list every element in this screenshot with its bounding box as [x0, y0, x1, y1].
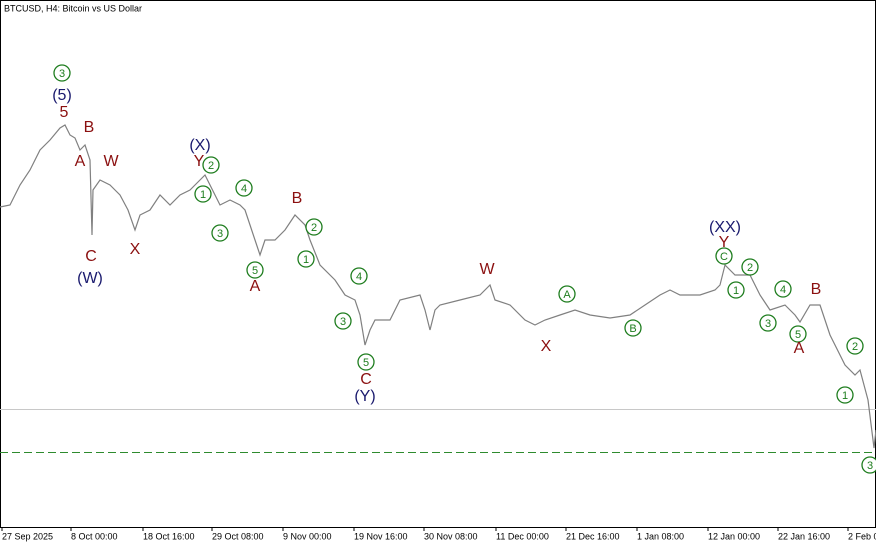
wave-label-intermediate: W — [479, 261, 495, 278]
wave-label-major: (XX) — [709, 219, 741, 236]
wave-label-intermediate: A — [250, 278, 261, 295]
wave-label-minor: 2 — [311, 222, 317, 234]
wave-circle — [741, 258, 759, 276]
wave-circle — [861, 456, 876, 474]
wave-circle — [846, 337, 864, 355]
wave-label-intermediate: A — [75, 153, 86, 170]
wave-circle — [759, 314, 777, 332]
wave-label-major: (W) — [77, 270, 103, 287]
wave-label-minor: 2 — [208, 160, 214, 172]
chart-title: BTCUSD, H4: Bitcoin vs US Dollar — [4, 3, 142, 13]
wave-label-minor: 3 — [765, 318, 771, 330]
wave-label-intermediate: A — [794, 340, 805, 357]
wave-label-minor: 4 — [356, 271, 362, 283]
x-tick-label: 19 Nov 16:00 — [354, 531, 408, 541]
wave-label-intermediate: X — [541, 338, 552, 355]
wave-label-intermediate: Y — [194, 153, 205, 170]
x-tick-label: 1 Jan 08:00 — [637, 531, 684, 541]
wave-circle — [297, 250, 315, 268]
wave-circle — [558, 285, 576, 303]
wave-label-intermediate: B — [292, 190, 303, 207]
x-tick-label: 30 Nov 08:00 — [424, 531, 478, 541]
x-tick-label: 2 Feb 00:00 — [848, 531, 876, 541]
wave-label-minor: B — [629, 323, 636, 335]
wave-label-minor: 5 — [363, 357, 369, 369]
wave-label-minor: 1 — [733, 285, 739, 297]
wave-circle — [624, 319, 642, 337]
wave-label-minor: 3 — [217, 228, 223, 240]
wave-circle — [715, 247, 733, 265]
wave-label-major: (Y) — [354, 388, 375, 405]
wave-label-minor: 2 — [747, 262, 753, 274]
wave-circle — [305, 218, 323, 236]
wave-circle — [202, 156, 220, 174]
wave-label-minor: C — [720, 251, 728, 263]
wave-label-intermediate: Y — [719, 234, 730, 251]
x-tick-label: 9 Nov 00:00 — [283, 531, 332, 541]
x-tick-label: 11 Dec 00:00 — [496, 531, 549, 541]
wave-label-minor: 1 — [200, 189, 206, 201]
wave-circle — [789, 325, 807, 343]
x-tick-label: 22 Jan 16:00 — [778, 531, 830, 541]
x-tick-label: 8 Oct 00:00 — [71, 531, 118, 541]
x-tick-label: 27 Sep 2025 — [2, 531, 53, 541]
wave-circle — [246, 261, 264, 279]
wave-label-minor: 4 — [241, 183, 247, 195]
wave-label-minor: 3 — [867, 460, 873, 472]
wave-label-intermediate: B — [84, 119, 95, 136]
wave-circle — [774, 280, 792, 298]
plot-frame — [0, 0, 876, 528]
wave-label-major: (X) — [189, 137, 210, 154]
wave-label-intermediate: C — [85, 248, 97, 265]
wave-label-intermediate: B — [811, 281, 822, 298]
wave-circle — [357, 353, 375, 371]
wave-label-minor: 2 — [852, 341, 858, 353]
wave-label-minor: 5 — [252, 265, 258, 277]
wave-label-minor: A — [563, 289, 571, 301]
x-tick-label: 12 Jan 00:00 — [708, 531, 760, 541]
wave-label-major: (5) — [52, 87, 72, 104]
wave-label-minor: 5 — [795, 329, 801, 341]
wave-label-minor: 3 — [340, 316, 346, 328]
x-tick-label: 21 Dec 16:00 — [566, 531, 620, 541]
x-tick-label: 18 Oct 16:00 — [143, 531, 195, 541]
x-tick-label: 29 Oct 08:00 — [212, 531, 264, 541]
wave-label-minor: 4 — [780, 284, 786, 296]
wave-circle — [350, 267, 368, 285]
wave-label-intermediate: X — [130, 241, 141, 258]
wave-label-intermediate: W — [103, 153, 119, 170]
wave-label-intermediate: C — [360, 371, 372, 388]
wave-circle — [194, 185, 212, 203]
wave-circle — [727, 281, 745, 299]
wave-label-minor: 1 — [303, 254, 309, 266]
wave-label-intermediate: 5 — [60, 104, 69, 121]
wave-circle — [334, 312, 352, 330]
wave-label-minor: 3 — [59, 68, 65, 80]
wave-circle — [211, 224, 229, 242]
wave-circle — [53, 64, 71, 82]
wave-label-minor: 1 — [842, 390, 848, 402]
wave-circle — [836, 386, 854, 404]
wave-circle — [235, 179, 253, 197]
